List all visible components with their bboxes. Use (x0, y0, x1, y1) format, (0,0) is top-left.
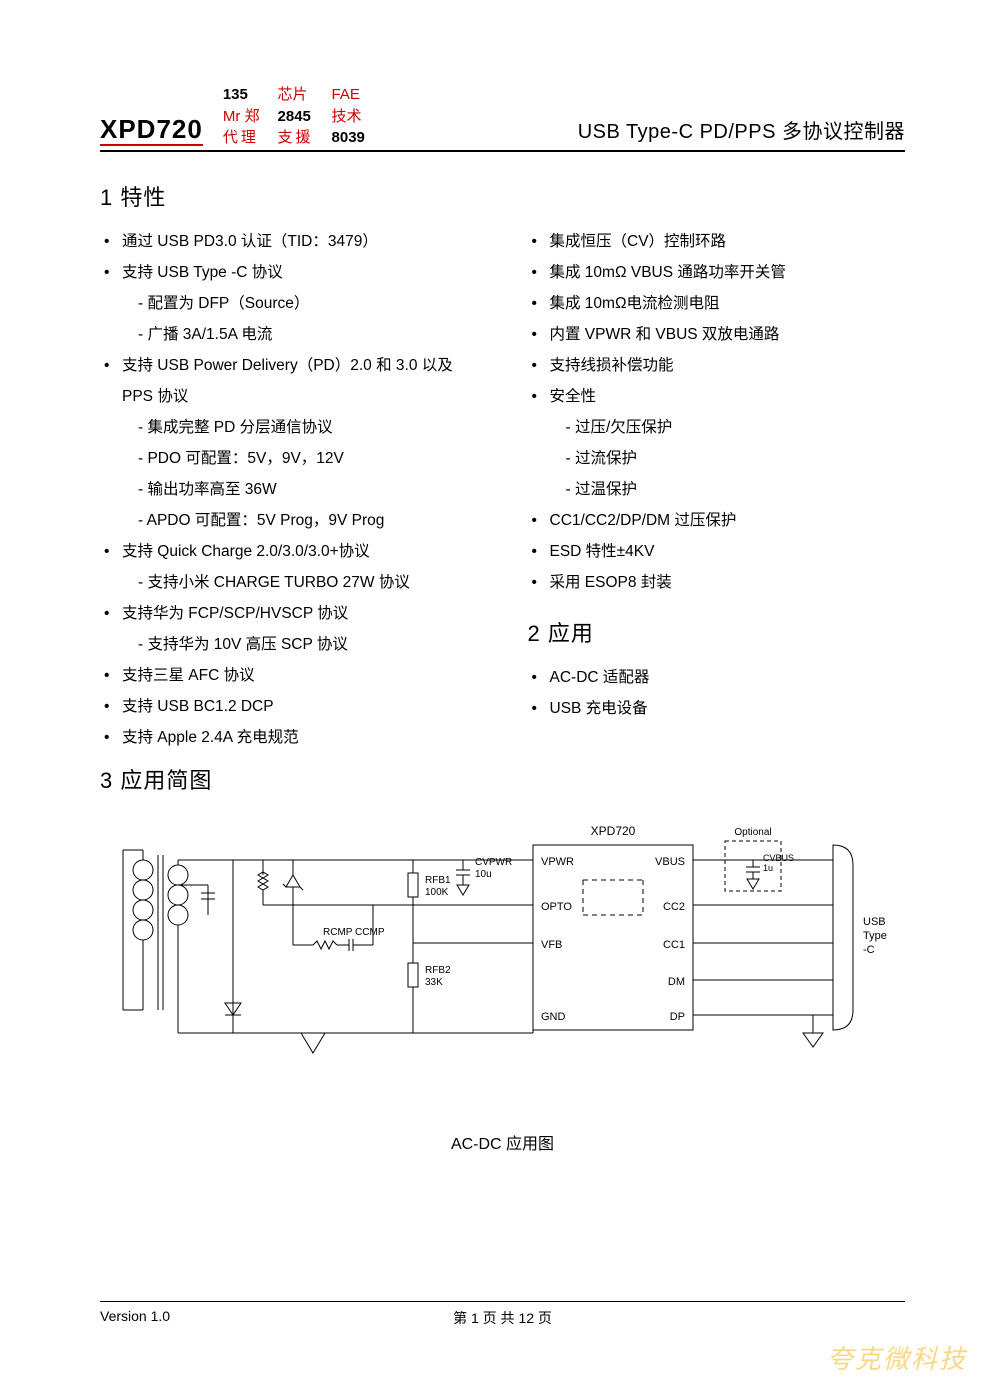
feature-sub: APDO 可配置：5V Prog，9V Prog (138, 505, 478, 536)
feature-item: 采用 ESOP8 封装 (550, 567, 906, 598)
svg-text:33K: 33K (425, 977, 443, 988)
svg-text:CC2: CC2 (662, 901, 684, 913)
feature-text: 支持华为 FCP/SCP/HVSCP 协议 (122, 605, 348, 622)
svg-text:Optional: Optional (734, 827, 771, 838)
section-2-title: 2 应用 (528, 616, 906, 648)
contact-cell: Mr 郑 (223, 107, 260, 127)
feature-item: 集成恒压（CV）控制环路 (550, 226, 906, 257)
page-footer: Version 1.0 第 1 页 共 12 页 (100, 1301, 905, 1324)
feature-item: 支持 USB BC1.2 DCP (122, 691, 478, 722)
app-item: USB 充电设备 (550, 693, 906, 724)
svg-text:VPWR: VPWR (541, 856, 574, 868)
svg-text:1u: 1u (763, 863, 773, 873)
contact-cell: 8039 (332, 128, 365, 148)
contact-cell: 支援 (278, 128, 314, 148)
features-left-column: 通过 USB PD3.0 认证（TID：3479） 支持 USB Type -C… (100, 226, 478, 753)
svg-text:GND: GND (541, 1011, 566, 1023)
svg-text:OPTO: OPTO (541, 901, 572, 913)
contact-cell: 2845 (278, 107, 314, 127)
svg-text:RFB1: RFB1 (425, 875, 451, 886)
feature-sub: 支持小米 CHARGE TURBO 27W 协议 (138, 567, 478, 598)
features-right-column: 集成恒压（CV）控制环路 集成 10mΩ VBUS 通路功率开关管 集成 10m… (528, 226, 906, 753)
circuit-diagram: RCMP CCMP RFB1 100K RFB2 (100, 815, 905, 1154)
svg-text:CVBUS: CVBUS (763, 853, 794, 863)
feature-sub: 配置为 DFP（Source） (138, 288, 478, 319)
feature-sub: PDO 可配置：5V，9V，12V (138, 443, 478, 474)
svg-text:10u: 10u (475, 869, 492, 880)
svg-text:Type: Type (863, 930, 887, 942)
feature-item: 支持 USB Type -C 协议 配置为 DFP（Source） 广播 3A/… (122, 257, 478, 350)
product-subtitle: USB Type-C PD/PPS 多协议控制器 (578, 115, 905, 146)
feature-item: 集成 10mΩ VBUS 通路功率开关管 (550, 257, 906, 288)
feature-sub: 输出功率高至 36W (138, 474, 478, 505)
contact-cell: 代理 (223, 128, 260, 148)
contact-cell: 技术 (332, 107, 365, 127)
feature-item: 内置 VPWR 和 VBUS 双放电通路 (550, 319, 906, 350)
feature-sub: 广播 3A/1.5A 电流 (138, 319, 478, 350)
feature-text: 支持 USB Power Delivery（PD）2.0 和 3.0 以及 PP… (122, 357, 453, 405)
svg-text:USB: USB (863, 916, 886, 928)
page-header: XPD720 135 芯片 FAE Mr 郑 2845 技术 代理 支援 803… (100, 85, 905, 152)
svg-text:-C: -C (863, 944, 875, 956)
feature-text: 支持 USB Type -C 协议 (122, 264, 283, 281)
diagram-caption: AC-DC 应用图 (100, 1130, 905, 1154)
circuit-svg: RCMP CCMP RFB1 100K RFB2 (113, 815, 893, 1075)
feature-item: CC1/CC2/DP/DM 过压保护 (550, 505, 906, 536)
feature-item: 安全性 过压/欠压保护 过流保护 过温保护 (550, 381, 906, 505)
footer-page: 第 1 页 共 12 页 (453, 1308, 552, 1328)
svg-text:DM: DM (667, 976, 684, 988)
feature-sub: 过流保护 (566, 443, 906, 474)
feature-sub: 支持华为 10V 高压 SCP 协议 (138, 629, 478, 660)
feature-item: 通过 USB PD3.0 认证（TID：3479） (122, 226, 478, 257)
feature-item: 支持线损补偿功能 (550, 350, 906, 381)
svg-text:CC1: CC1 (662, 939, 684, 951)
product-name: XPD720 (100, 115, 203, 146)
section-1-title: 1 特性 (100, 180, 905, 212)
feature-sub: 过温保护 (566, 474, 906, 505)
svg-text:RCMP CCMP: RCMP CCMP (323, 927, 385, 938)
svg-text:VBUS: VBUS (655, 856, 685, 868)
watermark: 夸克微科技 (827, 1339, 967, 1376)
feature-text: 安全性 (550, 388, 597, 405)
contact-cell: FAE (332, 85, 365, 105)
svg-text:XPD720: XPD720 (590, 824, 635, 838)
feature-item: 支持华为 FCP/SCP/HVSCP 协议 支持华为 10V 高压 SCP 协议 (122, 598, 478, 660)
feature-item: 支持 Quick Charge 2.0/3.0/3.0+协议 支持小米 CHAR… (122, 536, 478, 598)
feature-item: ESD 特性±4KV (550, 536, 906, 567)
section-3-title: 3 应用简图 (100, 763, 905, 795)
feature-text: 支持 Quick Charge 2.0/3.0/3.0+协议 (122, 543, 370, 560)
feature-sub: 集成完整 PD 分层通信协议 (138, 412, 478, 443)
app-item: AC-DC 适配器 (550, 662, 906, 693)
svg-text:DP: DP (669, 1011, 684, 1023)
footer-version: Version 1.0 (100, 1308, 170, 1324)
feature-item: 支持 USB Power Delivery（PD）2.0 和 3.0 以及 PP… (122, 350, 478, 536)
contact-cell: 135 (223, 85, 260, 105)
feature-item: 集成 10mΩ电流检测电阻 (550, 288, 906, 319)
feature-item: 支持三星 AFC 协议 (122, 660, 478, 691)
svg-text:RFB2: RFB2 (425, 965, 451, 976)
svg-text:VFB: VFB (541, 939, 562, 951)
contact-info: 135 芯片 FAE Mr 郑 2845 技术 代理 支援 8039 (223, 85, 365, 148)
feature-sub: 过压/欠压保护 (566, 412, 906, 443)
contact-cell: 芯片 (278, 85, 314, 105)
svg-text:100K: 100K (425, 887, 449, 898)
feature-item: 支持 Apple 2.4A 充电规范 (122, 722, 478, 753)
svg-text:CVPWR: CVPWR (475, 857, 512, 868)
